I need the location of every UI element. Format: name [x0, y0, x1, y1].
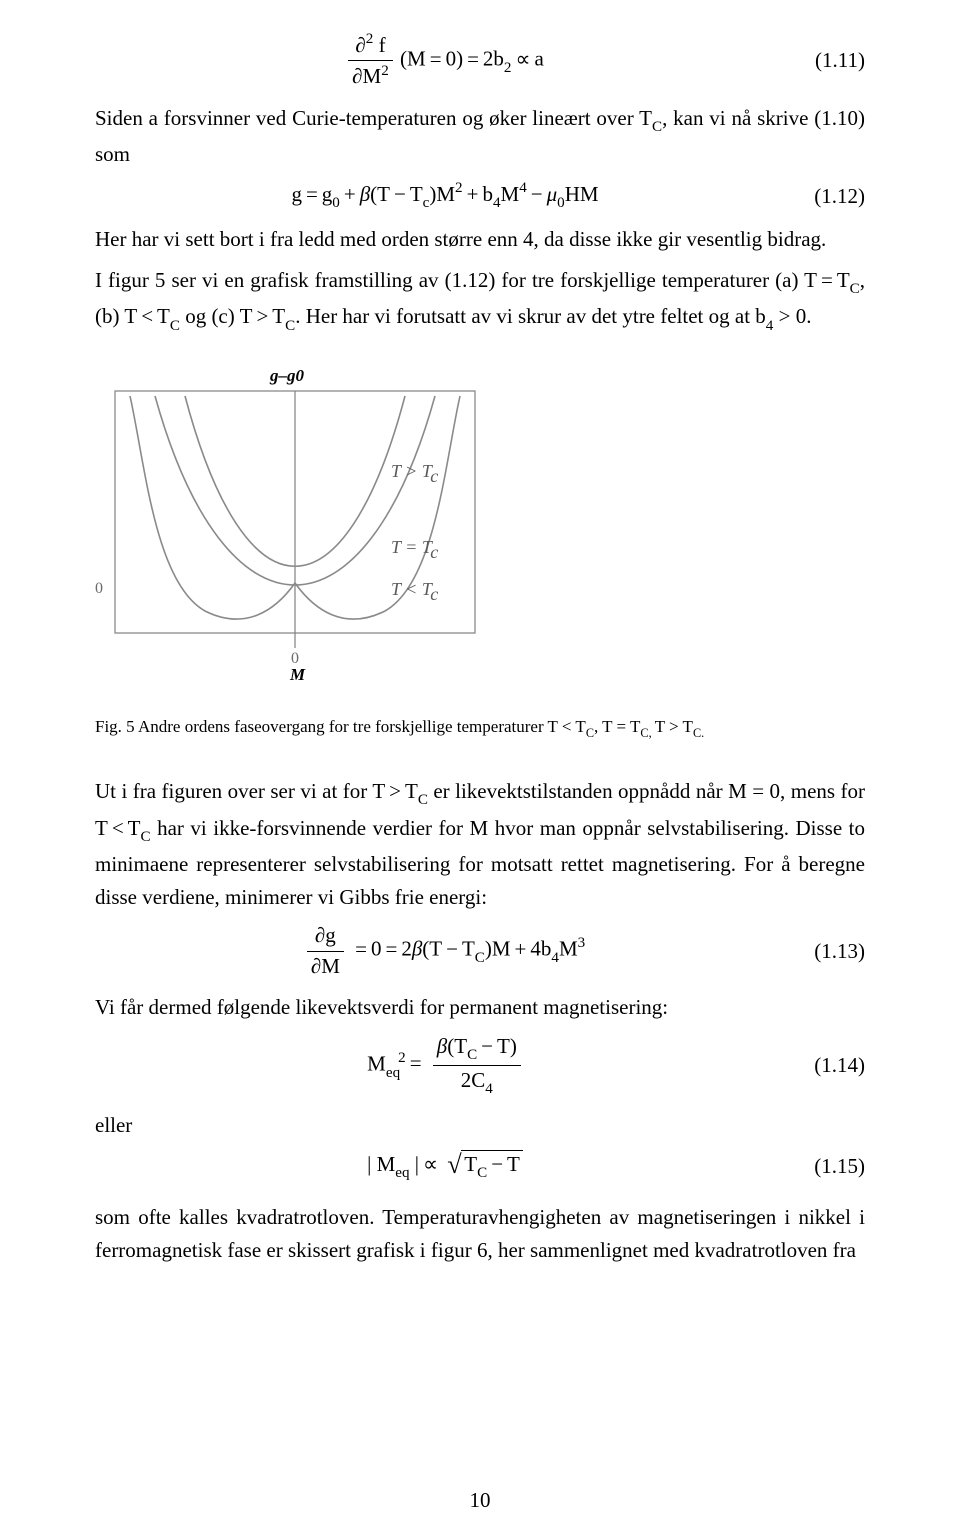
figure-5-caption-a: Fig. 5 Andre ordens faseovergang for tre…: [95, 717, 586, 736]
paragraph-3: I figur 5 ser vi en grafisk framstilling…: [95, 264, 865, 337]
paragraph-1-sub: C: [652, 119, 662, 135]
figure-5-caption-sub3: C.: [693, 726, 704, 740]
paragraph-3-d: . Her har vi forutsatt av vi skrur av de…: [295, 304, 766, 328]
figure-5-left-zero: 0: [95, 580, 103, 597]
figure-5-label-above: T > Tc: [391, 461, 438, 486]
paragraph-7: som ofte kalles kvadratrotloven. Tempera…: [95, 1201, 865, 1266]
figure-5-label-equal: T = Tc: [391, 537, 438, 562]
equation-1-13-body: ∂g ∂M =0=2β(T−TC)M+4b4M3: [95, 921, 795, 981]
equation-1-12: g=g0+β(T−Tc)M2+b4M4−μ0HM (1.12): [95, 179, 865, 213]
paragraph-4-b: er likevektstilstanden oppnådd når M = 0…: [428, 779, 865, 803]
page: ∂2 f ∂M2 (M=0)=2b2∝a (1.11) Siden a fors…: [0, 0, 960, 1537]
paragraph-4: Ut i fra figuren over ser vi at for T>TC…: [95, 775, 865, 913]
figure-5-ylabel: g–g0: [269, 366, 305, 385]
figure-5-caption-d: T > T: [655, 717, 693, 736]
figure-5-caption-b: , T = T: [594, 717, 640, 736]
equation-1-12-number: (1.12): [795, 184, 865, 209]
equation-1-13-number: (1.13): [795, 939, 865, 964]
figure-5-xlabel: M: [289, 665, 306, 683]
paragraph-3-c: og (c): [180, 304, 240, 328]
equation-1-13: ∂g ∂M =0=2β(T−TC)M+4b4M3 (1.13): [95, 921, 865, 981]
equation-1-12-body: g=g0+β(T−Tc)M2+b4M4−μ0HM: [95, 179, 795, 213]
paragraph-4-c: har vi ikke-forsvinnende verdier for M h…: [95, 816, 865, 909]
equation-1-14: Meq2= β(TC−T) 2C4 (1.14): [95, 1032, 865, 1100]
paragraph-4-a: Ut i fra figuren over ser vi at for: [95, 779, 372, 803]
paragraph-3-e: > 0.: [773, 304, 811, 328]
figure-5-caption-sub2: C,: [640, 726, 654, 740]
paragraph-1-prefix: Siden a forsvinner ved Curie-temperature…: [95, 106, 652, 130]
figure-5: g–g0 0 0 M T > Tc T = Tc T < Tc Fig. 5 A…: [95, 363, 865, 741]
equation-1-14-body: Meq2= β(TC−T) 2C4: [95, 1032, 795, 1100]
equation-1-11-body: ∂2 f ∂M2 (M=0)=2b2∝a: [95, 30, 795, 92]
equation-1-11: ∂2 f ∂M2 (M=0)=2b2∝a (1.11): [95, 30, 865, 92]
paragraph-2: Her har vi sett bort i fra ledd med orde…: [95, 223, 865, 256]
equation-1-15: | Meq |∝ TC−T (1.15): [95, 1150, 865, 1183]
equation-1-15-number: (1.15): [795, 1154, 865, 1179]
figure-5-caption-sub1: C: [586, 726, 594, 740]
equation-1-15-body: | Meq |∝ TC−T: [95, 1150, 795, 1183]
figure-5-caption: Fig. 5 Andre ordens faseovergang for tre…: [95, 716, 865, 741]
paragraph-3-sub4: 4: [766, 318, 774, 334]
equation-1-11-number: (1.11): [795, 48, 865, 73]
equation-1-14-number: (1.14): [795, 1053, 865, 1078]
paragraph-5: Vi får dermed følgende likevektsverdi fo…: [95, 991, 865, 1024]
figure-5-svg: g–g0 0 0 M T > Tc T = Tc T < Tc: [95, 363, 535, 683]
paragraph-3-a: I figur 5 ser vi en grafisk framstilling…: [95, 268, 804, 292]
paragraph-6: eller: [95, 1109, 865, 1142]
page-number: 10: [95, 1488, 865, 1513]
paragraph-1: Siden a forsvinner ved Curie-temperature…: [95, 102, 865, 171]
